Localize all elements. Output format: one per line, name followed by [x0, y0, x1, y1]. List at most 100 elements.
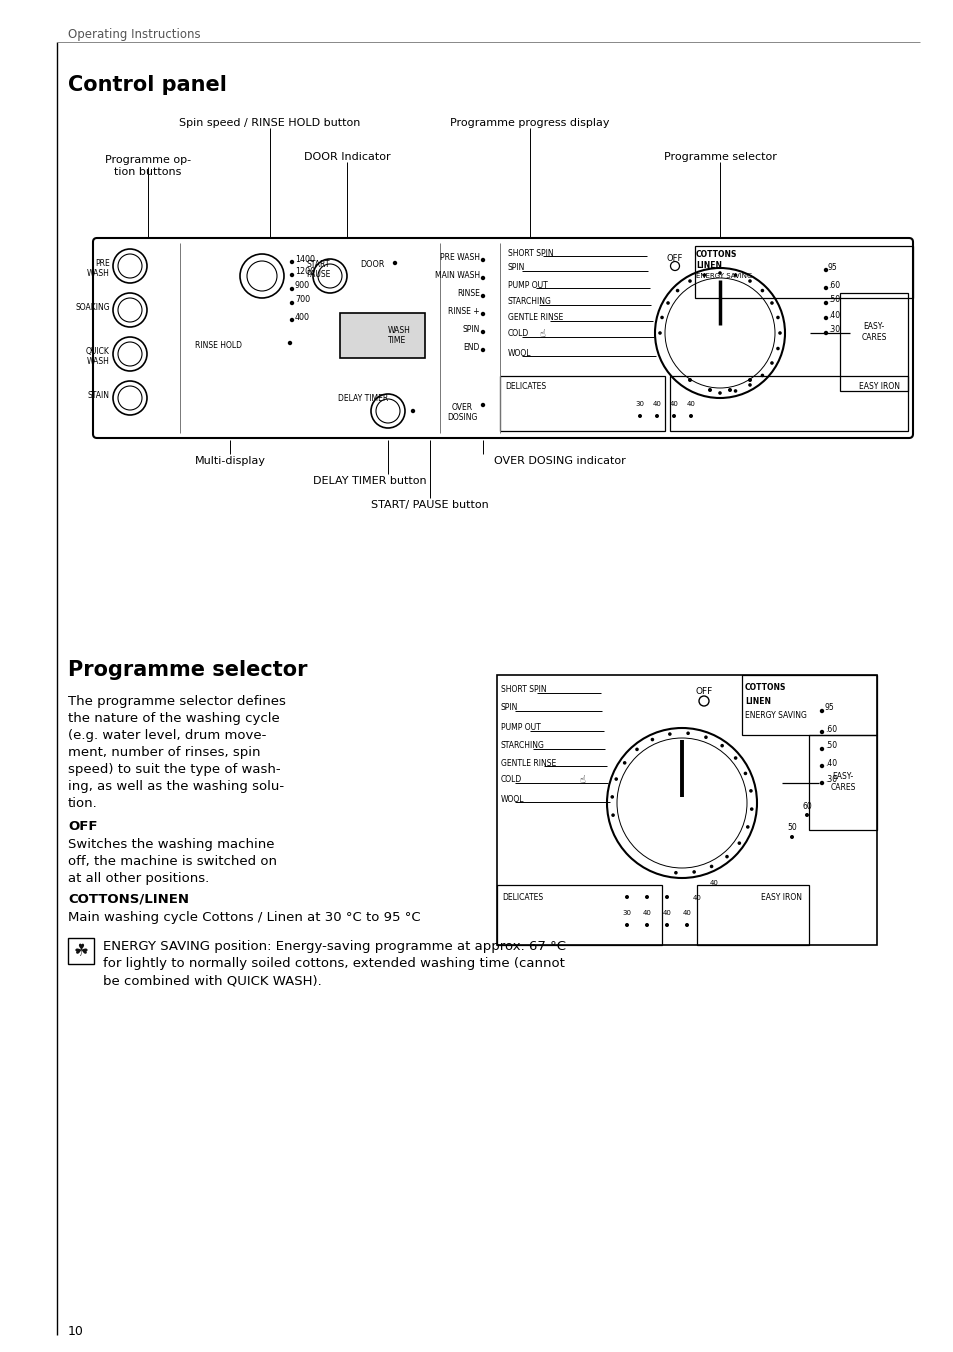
Text: SHORT SPIN: SHORT SPIN	[500, 685, 546, 695]
Circle shape	[709, 865, 713, 868]
Circle shape	[760, 373, 763, 377]
Circle shape	[635, 748, 639, 752]
Circle shape	[703, 735, 707, 740]
Circle shape	[614, 777, 618, 781]
Circle shape	[624, 895, 628, 899]
Circle shape	[644, 895, 648, 899]
Text: 700: 700	[294, 296, 310, 304]
Circle shape	[655, 414, 659, 418]
Text: .30: .30	[827, 326, 840, 334]
Text: 10: 10	[68, 1325, 84, 1338]
Circle shape	[749, 807, 753, 811]
Text: WOOL: WOOL	[507, 349, 531, 357]
Text: The programme selector defines: The programme selector defines	[68, 695, 286, 708]
Circle shape	[702, 273, 705, 277]
Text: COLD: COLD	[507, 330, 529, 338]
Circle shape	[664, 895, 668, 899]
Circle shape	[664, 923, 668, 927]
Circle shape	[611, 814, 615, 817]
Text: ENERGY SAVING: ENERGY SAVING	[696, 273, 752, 279]
Circle shape	[290, 260, 294, 264]
Text: DOOR: DOOR	[359, 260, 384, 269]
Text: Programme op-
tion buttons: Programme op- tion buttons	[105, 155, 191, 177]
Circle shape	[644, 923, 648, 927]
Circle shape	[658, 331, 661, 335]
Circle shape	[733, 389, 737, 392]
Text: START
PAUSE: START PAUSE	[306, 260, 330, 280]
Text: 1400: 1400	[294, 254, 314, 264]
Text: PRE WASH: PRE WASH	[439, 253, 479, 261]
Text: .60: .60	[824, 725, 836, 734]
Text: at all other positions.: at all other positions.	[68, 872, 209, 886]
Circle shape	[684, 923, 688, 927]
Text: EASY-
CARES: EASY- CARES	[829, 772, 855, 792]
Text: 30: 30	[635, 402, 644, 407]
Text: Control panel: Control panel	[68, 74, 227, 95]
Text: SOAKING: SOAKING	[75, 303, 110, 312]
Bar	[695, 246, 912, 297]
Text: 400: 400	[294, 312, 310, 322]
Circle shape	[290, 273, 294, 277]
Text: 30: 30	[622, 910, 631, 917]
Text: EASY-
CARES: EASY- CARES	[861, 322, 885, 342]
Circle shape	[290, 318, 294, 322]
Text: DELAY TIMER: DELAY TIMER	[337, 393, 388, 403]
Bar	[697, 886, 808, 945]
Circle shape	[673, 265, 676, 268]
Circle shape	[769, 361, 773, 365]
Text: GENTLE RINSE: GENTLE RINSE	[507, 314, 562, 323]
Circle shape	[480, 276, 485, 280]
Circle shape	[622, 761, 626, 765]
Text: SHORT SPIN: SHORT SPIN	[507, 249, 553, 257]
Text: Programme selector: Programme selector	[663, 151, 776, 162]
Circle shape	[687, 379, 691, 383]
Text: MAIN WASH: MAIN WASH	[435, 270, 479, 280]
Text: STARCHING: STARCHING	[507, 297, 551, 307]
Circle shape	[745, 825, 749, 829]
Text: 40: 40	[709, 880, 718, 886]
Text: SPIN: SPIN	[507, 264, 525, 273]
Bar	[339, 314, 424, 358]
Text: speed) to suit the type of wash-: speed) to suit the type of wash-	[68, 763, 280, 776]
Text: END: END	[463, 342, 479, 352]
Text: Multi-display: Multi-display	[194, 456, 265, 466]
Text: WOOL: WOOL	[500, 795, 524, 803]
Circle shape	[692, 871, 696, 873]
Text: EASY IRON: EASY IRON	[760, 894, 801, 902]
Text: 40: 40	[681, 910, 691, 917]
Text: .50: .50	[827, 296, 840, 304]
Text: ENERGY SAVING: ENERGY SAVING	[744, 711, 806, 721]
Text: 95: 95	[827, 262, 837, 272]
Bar	[840, 293, 907, 391]
Text: .60: .60	[827, 280, 840, 289]
Text: OFF: OFF	[666, 254, 682, 264]
Circle shape	[769, 301, 773, 304]
Text: ment, number of rinses, spin: ment, number of rinses, spin	[68, 746, 260, 758]
Bar	[497, 886, 661, 945]
Circle shape	[290, 287, 294, 291]
Text: PRE
WASH: PRE WASH	[87, 260, 110, 279]
Circle shape	[823, 285, 827, 291]
Circle shape	[776, 346, 779, 350]
Text: 40: 40	[662, 910, 671, 917]
Circle shape	[687, 280, 691, 283]
Text: DELICATES: DELICATES	[501, 894, 542, 902]
Text: Switches the washing machine: Switches the washing machine	[68, 838, 274, 850]
Circle shape	[659, 315, 663, 319]
Circle shape	[674, 871, 677, 875]
Text: RINSE HOLD: RINSE HOLD	[194, 341, 242, 350]
Circle shape	[480, 312, 485, 316]
Bar	[497, 675, 876, 945]
Text: LINEN: LINEN	[744, 698, 770, 706]
Text: STAIN: STAIN	[88, 391, 110, 400]
Text: ing, as well as the washing solu-: ing, as well as the washing solu-	[68, 780, 284, 794]
Text: Programme progress display: Programme progress display	[450, 118, 609, 128]
Circle shape	[819, 764, 823, 768]
Text: QUICK
WASH: QUICK WASH	[86, 347, 110, 366]
Circle shape	[675, 289, 679, 292]
Text: SPIN: SPIN	[500, 703, 517, 713]
Circle shape	[480, 258, 485, 262]
Circle shape	[737, 841, 740, 845]
Text: OFF: OFF	[695, 687, 712, 696]
Text: COTTONS: COTTONS	[744, 683, 785, 692]
